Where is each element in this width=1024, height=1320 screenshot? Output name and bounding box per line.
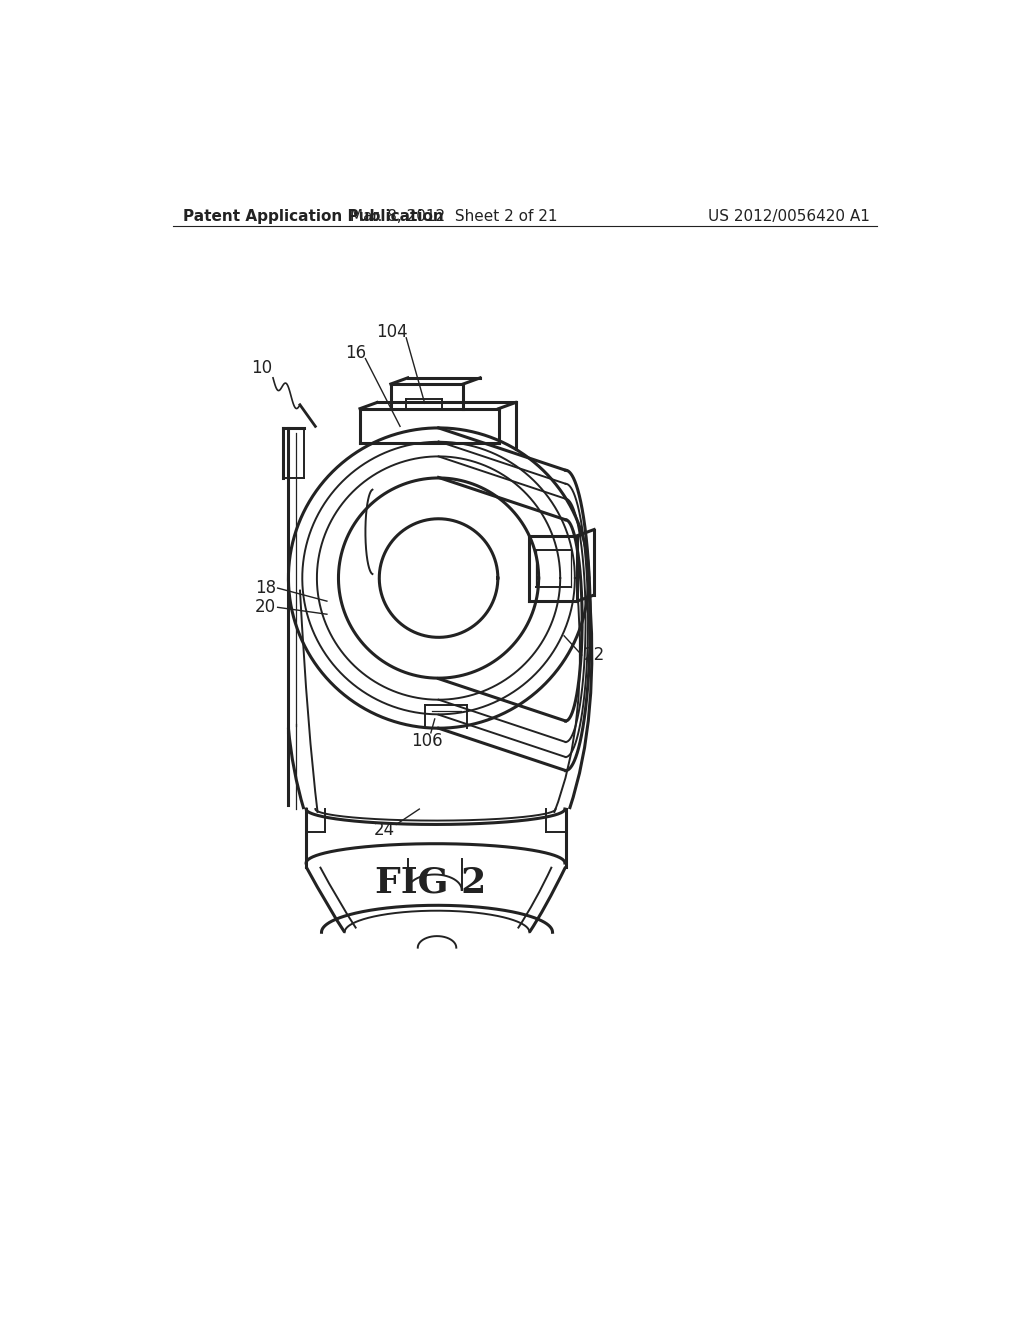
Text: Patent Application Publication: Patent Application Publication <box>183 209 443 223</box>
Text: 22: 22 <box>584 645 604 664</box>
Text: 16: 16 <box>345 345 366 362</box>
Text: Mar. 8, 2012  Sheet 2 of 21: Mar. 8, 2012 Sheet 2 of 21 <box>350 209 558 223</box>
Text: 10: 10 <box>251 359 272 376</box>
Text: 20: 20 <box>255 598 275 616</box>
Text: US 2012/0056420 A1: US 2012/0056420 A1 <box>708 209 869 223</box>
Text: 104: 104 <box>377 322 409 341</box>
Text: 106: 106 <box>412 731 442 750</box>
Text: FIG 2: FIG 2 <box>375 865 486 899</box>
Text: 18: 18 <box>255 579 275 597</box>
Text: 24: 24 <box>374 821 395 838</box>
